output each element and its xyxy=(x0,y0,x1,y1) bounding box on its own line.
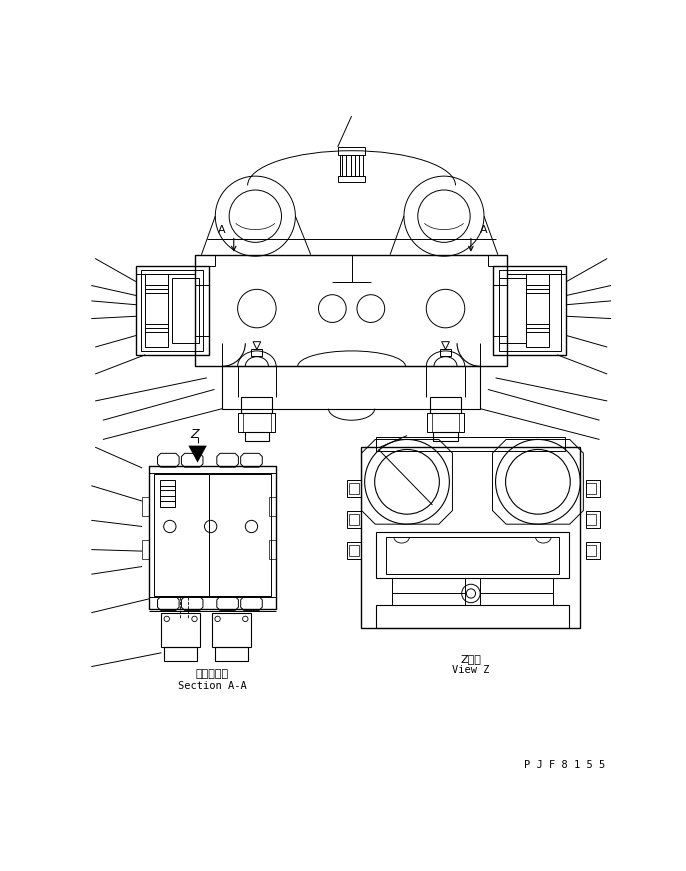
Bar xyxy=(269,497,276,517)
Bar xyxy=(338,176,366,182)
Bar xyxy=(172,278,199,343)
Bar xyxy=(433,432,458,441)
Bar xyxy=(347,511,361,528)
Bar xyxy=(136,267,209,354)
Bar xyxy=(499,278,526,343)
Bar xyxy=(587,480,600,497)
Bar xyxy=(440,349,451,355)
Bar xyxy=(431,413,460,432)
Bar xyxy=(499,270,561,351)
Text: Section A-A: Section A-A xyxy=(178,681,246,691)
Bar xyxy=(386,537,558,574)
Bar xyxy=(427,413,464,432)
Bar xyxy=(480,578,554,593)
Bar xyxy=(347,542,361,559)
Polygon shape xyxy=(442,341,449,349)
Bar xyxy=(244,432,269,441)
Bar xyxy=(349,483,359,494)
Bar xyxy=(154,474,209,596)
Bar xyxy=(209,474,271,596)
Bar xyxy=(392,578,465,593)
Text: Z　視: Z 視 xyxy=(460,654,482,664)
Bar xyxy=(141,270,203,351)
Polygon shape xyxy=(189,446,206,463)
Bar xyxy=(160,480,175,507)
Bar xyxy=(361,447,580,628)
Bar xyxy=(587,545,595,556)
Bar xyxy=(376,437,565,451)
Bar xyxy=(215,647,248,661)
Bar xyxy=(587,511,600,528)
Bar xyxy=(587,514,595,525)
Bar xyxy=(243,413,271,432)
Bar xyxy=(338,147,366,154)
Bar xyxy=(241,397,272,413)
Text: A: A xyxy=(480,225,488,235)
Bar xyxy=(430,397,461,413)
Text: P J F 8 1 5 5: P J F 8 1 5 5 xyxy=(523,760,605,770)
Bar xyxy=(212,612,250,647)
Bar xyxy=(349,514,359,525)
Bar xyxy=(587,542,600,559)
Bar xyxy=(149,466,276,609)
Bar xyxy=(142,497,149,517)
Bar xyxy=(165,647,197,661)
Bar xyxy=(252,349,262,355)
Bar xyxy=(376,532,569,578)
Bar xyxy=(196,254,507,367)
Text: Z: Z xyxy=(190,428,198,441)
Bar xyxy=(145,273,168,347)
Bar xyxy=(376,605,569,628)
Bar xyxy=(239,413,275,432)
Bar xyxy=(222,367,480,408)
Bar xyxy=(142,539,149,559)
Bar xyxy=(340,154,363,176)
Text: A: A xyxy=(218,225,226,235)
Bar xyxy=(526,273,549,347)
Polygon shape xyxy=(253,341,261,349)
Bar xyxy=(347,480,361,497)
Bar xyxy=(161,612,200,647)
Bar xyxy=(493,267,567,354)
Text: View Z: View Z xyxy=(452,665,490,676)
Bar xyxy=(587,483,595,494)
Bar xyxy=(349,545,359,556)
Text: 断面Ａ－Ａ: 断面Ａ－Ａ xyxy=(196,669,228,679)
Bar xyxy=(269,539,276,559)
